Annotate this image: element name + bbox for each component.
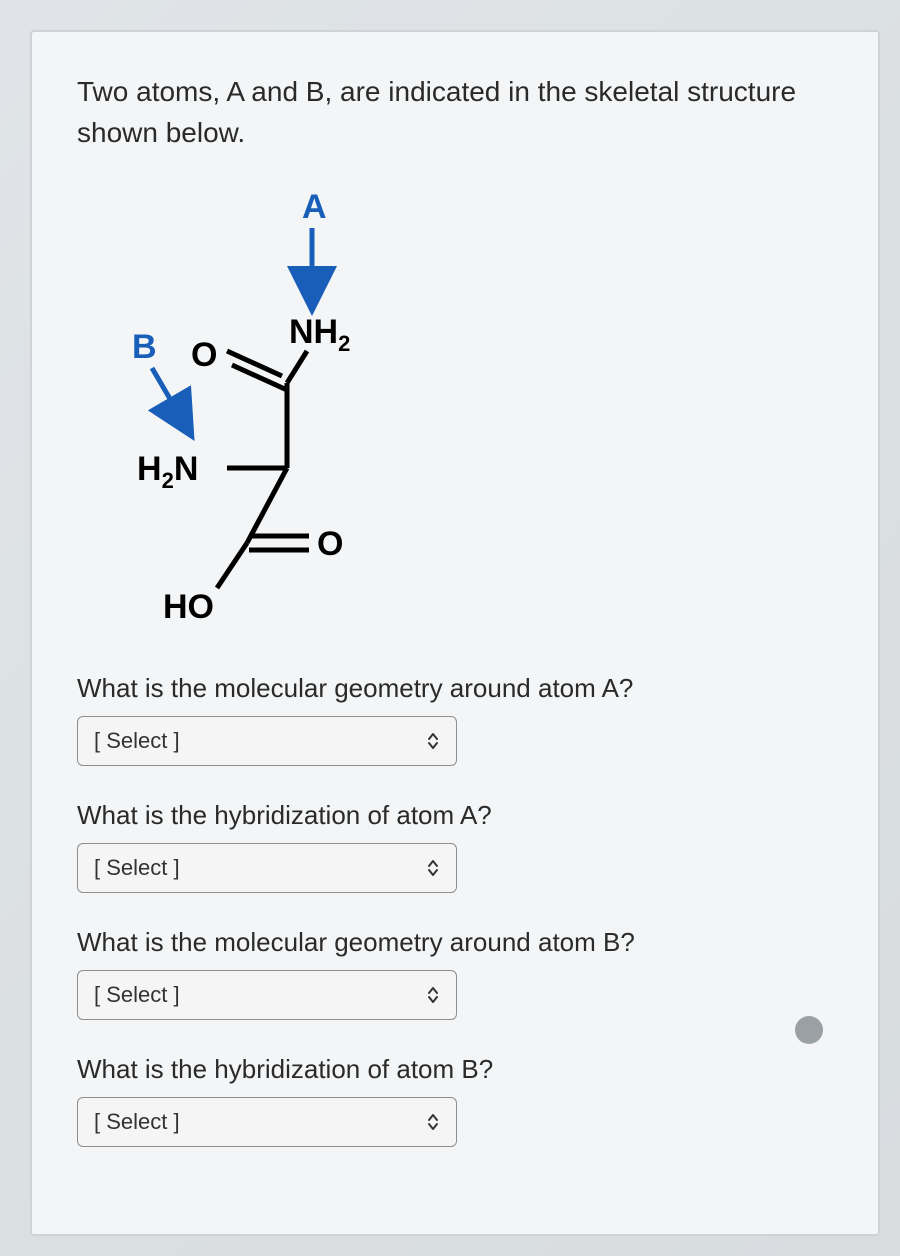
updown-caret-icon — [426, 1112, 440, 1132]
indicator-arrow-b — [152, 368, 187, 428]
select-hybridization-a[interactable]: [ Select ] — [77, 843, 457, 893]
bond-c1-o-a — [227, 351, 282, 376]
select-placeholder-4: [ Select ] — [94, 1109, 180, 1135]
question-card: Two atoms, A and B, are indicated in the… — [30, 30, 880, 1236]
question-text-4: What is the hybridization of atom B? — [77, 1054, 838, 1085]
question-group-3: What is the molecular geometry around at… — [77, 927, 838, 1020]
question-group-1: What is the molecular geometry around at… — [77, 673, 838, 766]
question-group-4: What is the hybridization of atom B? [ S… — [77, 1054, 838, 1147]
pagination-dot[interactable] — [795, 1016, 823, 1044]
select-placeholder-2: [ Select ] — [94, 855, 180, 881]
updown-caret-icon — [426, 985, 440, 1005]
bond-c3-oh — [217, 543, 247, 588]
atom-label-ho: HO — [163, 588, 214, 626]
select-hybridization-b[interactable]: [ Select ] — [77, 1097, 457, 1147]
bond-c2-c3 — [247, 468, 287, 543]
updown-caret-icon — [426, 731, 440, 751]
question-intro-text: Two atoms, A and B, are indicated in the… — [77, 72, 838, 153]
atom-label-nh2: NH2 — [289, 313, 350, 356]
select-geometry-a[interactable]: [ Select ] — [77, 716, 457, 766]
atom-label-o-bottom: O — [317, 525, 343, 563]
atom-label-o-top: O — [191, 336, 217, 374]
indicator-label-a: A — [302, 188, 327, 226]
question-text-3: What is the molecular geometry around at… — [77, 927, 838, 958]
atom-label-h2n: H2N — [137, 450, 198, 493]
bond-c1-nh2 — [287, 351, 307, 383]
select-geometry-b[interactable]: [ Select ] — [77, 970, 457, 1020]
question-text-2: What is the hybridization of atom A? — [77, 800, 838, 831]
bond-c1-o-b — [232, 365, 287, 390]
question-text-1: What is the molecular geometry around at… — [77, 673, 838, 704]
molecular-structure-diagram: A B NH2 O H2N — [97, 183, 457, 643]
indicator-label-b: B — [132, 328, 157, 366]
updown-caret-icon — [426, 858, 440, 878]
question-group-2: What is the hybridization of atom A? [ S… — [77, 800, 838, 893]
select-placeholder-3: [ Select ] — [94, 982, 180, 1008]
select-placeholder-1: [ Select ] — [94, 728, 180, 754]
